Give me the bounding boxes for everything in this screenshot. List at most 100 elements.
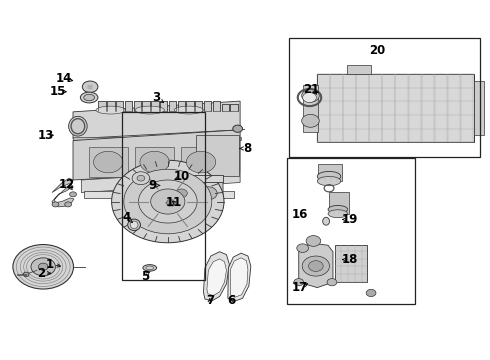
Bar xyxy=(383,74,395,142)
Bar xyxy=(204,101,211,111)
Ellipse shape xyxy=(328,210,347,218)
Ellipse shape xyxy=(318,171,341,181)
Circle shape xyxy=(199,187,217,200)
Ellipse shape xyxy=(96,106,125,114)
Bar xyxy=(329,192,348,214)
Ellipse shape xyxy=(328,206,347,213)
Polygon shape xyxy=(299,244,333,288)
Circle shape xyxy=(94,151,123,173)
Ellipse shape xyxy=(135,106,164,114)
Bar xyxy=(169,101,176,111)
Text: 9: 9 xyxy=(148,179,156,192)
Bar xyxy=(196,135,239,176)
Bar xyxy=(409,74,421,142)
Text: 8: 8 xyxy=(244,142,251,155)
Bar xyxy=(195,101,202,111)
Bar xyxy=(343,74,356,142)
Polygon shape xyxy=(230,258,248,297)
Text: 1: 1 xyxy=(46,258,53,271)
Text: 6: 6 xyxy=(227,294,235,307)
Bar xyxy=(303,85,318,132)
Bar xyxy=(177,101,185,111)
Bar xyxy=(318,163,342,181)
Bar xyxy=(474,81,485,135)
Ellipse shape xyxy=(143,265,157,271)
Circle shape xyxy=(132,172,150,185)
Polygon shape xyxy=(166,200,175,206)
Text: 20: 20 xyxy=(369,44,385,57)
Bar xyxy=(135,147,174,177)
Bar xyxy=(160,101,167,111)
Text: 19: 19 xyxy=(342,213,358,226)
Bar xyxy=(447,74,460,142)
Ellipse shape xyxy=(128,219,141,230)
Text: 7: 7 xyxy=(206,294,214,307)
Circle shape xyxy=(302,114,319,127)
Circle shape xyxy=(297,244,309,252)
Bar xyxy=(134,101,141,111)
Bar xyxy=(335,244,367,282)
Polygon shape xyxy=(73,130,240,180)
Text: 16: 16 xyxy=(292,208,308,221)
Circle shape xyxy=(112,160,224,243)
Bar xyxy=(125,101,132,111)
Text: 15: 15 xyxy=(50,85,67,98)
Ellipse shape xyxy=(174,106,203,114)
Bar xyxy=(395,74,408,142)
Bar xyxy=(151,101,159,111)
Circle shape xyxy=(52,202,59,207)
Polygon shape xyxy=(81,170,240,193)
Bar xyxy=(369,74,382,142)
Bar xyxy=(356,74,369,142)
Bar xyxy=(122,112,205,280)
Bar xyxy=(186,101,194,111)
Ellipse shape xyxy=(130,221,138,229)
Ellipse shape xyxy=(323,217,330,225)
Circle shape xyxy=(175,189,187,198)
Ellipse shape xyxy=(318,176,341,186)
Circle shape xyxy=(13,244,74,289)
Polygon shape xyxy=(162,182,223,207)
Bar xyxy=(89,147,128,177)
Circle shape xyxy=(139,180,197,223)
Polygon shape xyxy=(52,178,74,207)
Ellipse shape xyxy=(80,92,98,103)
Circle shape xyxy=(302,89,319,102)
Circle shape xyxy=(124,169,212,234)
Text: 21: 21 xyxy=(303,83,319,96)
Circle shape xyxy=(233,125,243,132)
Bar xyxy=(346,65,371,74)
Bar xyxy=(221,104,229,111)
Bar xyxy=(181,147,221,177)
Circle shape xyxy=(303,93,317,103)
Bar xyxy=(213,101,220,111)
Circle shape xyxy=(294,279,304,286)
Bar xyxy=(435,74,447,142)
Bar xyxy=(143,101,150,111)
Polygon shape xyxy=(203,252,229,301)
Bar xyxy=(330,74,343,142)
Polygon shape xyxy=(228,253,251,301)
Bar xyxy=(84,192,234,198)
Ellipse shape xyxy=(69,116,87,136)
Text: 13: 13 xyxy=(38,129,54,142)
Text: 12: 12 xyxy=(58,178,75,191)
Text: 2: 2 xyxy=(37,267,45,280)
Circle shape xyxy=(327,279,337,286)
Text: 4: 4 xyxy=(122,211,131,224)
Polygon shape xyxy=(73,101,240,139)
Bar xyxy=(421,74,434,142)
Text: 17: 17 xyxy=(292,281,308,294)
Circle shape xyxy=(70,192,76,197)
Circle shape xyxy=(137,175,145,181)
Circle shape xyxy=(23,272,29,276)
Bar xyxy=(107,101,115,111)
Ellipse shape xyxy=(84,94,95,101)
Bar xyxy=(17,274,25,275)
Bar xyxy=(159,175,223,182)
Circle shape xyxy=(366,289,376,297)
Circle shape xyxy=(65,202,72,207)
Bar xyxy=(98,101,106,111)
Text: 11: 11 xyxy=(166,196,182,209)
Circle shape xyxy=(302,256,330,276)
